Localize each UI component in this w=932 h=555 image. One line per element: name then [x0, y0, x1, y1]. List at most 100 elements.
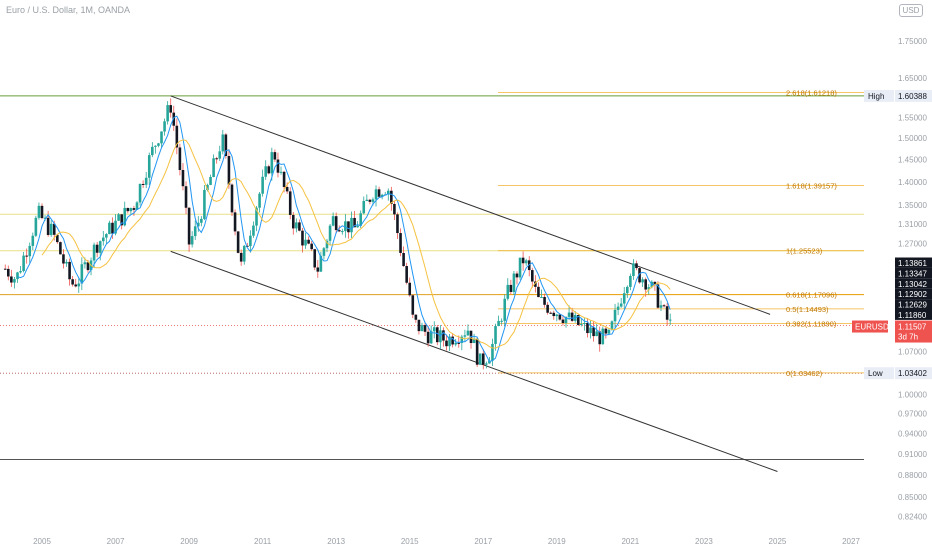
- x-tick-label: 2005: [33, 537, 51, 546]
- y-tick-label: 1.45000: [898, 156, 927, 165]
- candle: [625, 286, 629, 294]
- candle: [62, 254, 65, 264]
- candle: [86, 262, 90, 271]
- y-tick-label: 1.00000: [898, 390, 927, 399]
- candle: [264, 166, 268, 177]
- candle: [166, 105, 169, 122]
- x-tick-label: 2019: [548, 537, 566, 546]
- candle: [472, 338, 476, 344]
- candle: [92, 244, 96, 261]
- candle: [132, 208, 136, 210]
- candle: [301, 230, 304, 246]
- candle: [313, 249, 317, 268]
- candle: [454, 342, 457, 345]
- fib-level-label: 1.618(1.39157): [786, 182, 837, 191]
- candle: [123, 207, 127, 226]
- y-tick-label: 1.40000: [898, 178, 927, 187]
- candle: [350, 217, 353, 233]
- price-tag: 1.13861: [898, 259, 927, 268]
- candle: [377, 189, 381, 197]
- candle: [586, 322, 589, 334]
- last-price-bg: [895, 320, 932, 343]
- candle: [402, 252, 405, 267]
- high-label-bg: [864, 89, 894, 102]
- candle: [190, 236, 194, 245]
- candle: [160, 131, 163, 144]
- candle: [457, 342, 461, 344]
- candle: [558, 314, 562, 320]
- candle: [267, 166, 271, 174]
- x-tick-label: 2013: [327, 537, 345, 546]
- low-value-bg: [895, 367, 932, 380]
- candle: [200, 218, 203, 223]
- candle: [576, 315, 580, 325]
- y-tick-label: 1.31000: [898, 220, 927, 229]
- candle: [475, 338, 479, 365]
- candle: [307, 239, 310, 244]
- fib-level-label: 0(1.03462): [786, 369, 823, 378]
- candle: [604, 328, 608, 334]
- y-tick-label: 1.50000: [898, 134, 927, 143]
- candle: [570, 312, 574, 321]
- candle: [10, 276, 13, 283]
- candle: [595, 331, 598, 337]
- candle: [481, 353, 485, 365]
- candle: [157, 143, 160, 146]
- candle: [607, 329, 611, 334]
- candle: [448, 336, 451, 347]
- price-tag: 1.11860: [898, 311, 927, 320]
- y-tick-label: 0.82400: [898, 513, 927, 522]
- candle: [359, 213, 362, 226]
- candle: [540, 296, 543, 298]
- candle: [193, 226, 197, 237]
- x-tick-label: 2015: [401, 537, 419, 546]
- candle: [662, 305, 666, 307]
- chart-title: Euro / U.S. Dollar, 1M, OANDA: [6, 5, 131, 15]
- candle: [295, 222, 298, 229]
- candle: [567, 312, 571, 317]
- candle: [56, 234, 59, 243]
- candle: [644, 279, 647, 290]
- candle: [316, 267, 320, 272]
- candle: [396, 214, 399, 234]
- candle: [111, 222, 114, 234]
- candle: [46, 217, 50, 236]
- candle: [399, 233, 402, 253]
- low-label-bg: [864, 367, 894, 380]
- candle: [368, 199, 372, 202]
- candle: [37, 205, 41, 218]
- candle: [619, 303, 623, 307]
- candle: [325, 240, 329, 249]
- price-tag: 1.12629: [898, 301, 927, 310]
- candle: [252, 225, 255, 236]
- candle: [246, 245, 249, 247]
- high-value: 1.60388: [898, 92, 927, 101]
- fib-level-label: 1(1.25523): [786, 247, 823, 256]
- candle: [101, 237, 105, 242]
- candle: [414, 314, 418, 320]
- candle: [365, 199, 369, 202]
- candle: [592, 327, 595, 337]
- candle: [601, 328, 605, 345]
- y-tick-label: 0.85000: [898, 493, 927, 502]
- candle: [503, 298, 507, 321]
- candle: [432, 327, 436, 332]
- candle: [337, 230, 341, 232]
- candle: [589, 327, 592, 334]
- candle: [95, 244, 99, 253]
- candle: [135, 202, 139, 210]
- price-tag-bg: [895, 309, 932, 320]
- candle: [34, 217, 38, 236]
- candle: [227, 156, 231, 185]
- candle: [629, 275, 632, 287]
- candle: [347, 221, 350, 233]
- candle: [353, 217, 356, 228]
- y-tick-label: 0.88000: [898, 471, 927, 480]
- candle: [491, 343, 494, 361]
- candle: [429, 331, 433, 344]
- currency-button[interactable]: USD: [899, 4, 923, 17]
- candle: [310, 243, 313, 250]
- candle: [659, 305, 663, 308]
- candle: [239, 252, 243, 262]
